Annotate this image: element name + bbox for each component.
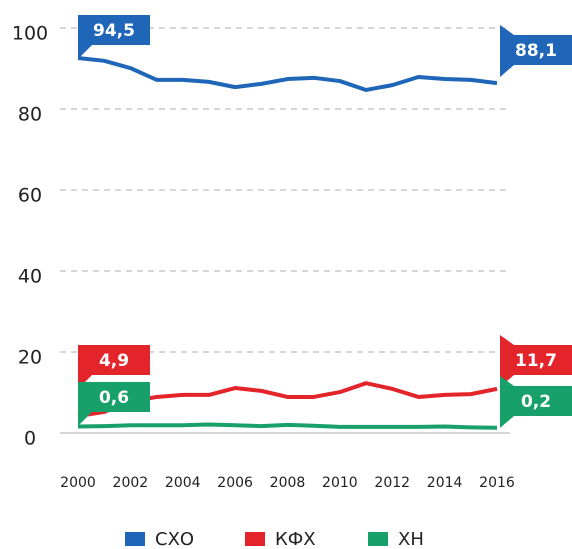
legend-label: КФХ	[275, 529, 316, 549]
x-tick-label: 2012	[374, 475, 410, 491]
y-tick-label: 40	[18, 266, 42, 288]
annotation-box	[500, 335, 572, 387]
y-tick-label: 60	[18, 185, 42, 207]
series-line	[77, 422, 498, 430]
annotation-box	[78, 15, 150, 59]
legend-swatch	[368, 532, 388, 546]
y-tick-label: 0	[24, 428, 36, 450]
annotation-box	[500, 25, 572, 77]
x-tick-label: 2016	[479, 475, 515, 491]
legend-label: ХН	[398, 529, 424, 549]
x-tick-label: 2004	[165, 475, 201, 491]
annotation-box	[500, 376, 572, 428]
legend-swatch	[125, 532, 145, 546]
annotation: 0,6	[99, 388, 129, 408]
annotation: 4,9	[99, 351, 129, 371]
series-line	[77, 55, 498, 92]
x-tick-label: 2010	[322, 475, 358, 491]
legend-swatch	[245, 532, 265, 546]
x-tick-label: 2014	[427, 475, 463, 491]
y-tick-label: 100	[12, 23, 48, 45]
annotation: 88,1	[515, 41, 557, 61]
annotation-box	[78, 345, 150, 389]
annotation: 0,2	[521, 392, 551, 412]
x-tick-label: 2000	[60, 475, 96, 491]
annotation: 11,7	[515, 351, 557, 371]
x-tick-label: 2008	[270, 475, 306, 491]
x-tick-label: 2002	[113, 475, 149, 491]
annotation-box	[78, 382, 150, 426]
y-tick-label: 80	[18, 104, 42, 126]
annotation: 94,5	[93, 21, 135, 41]
y-tick-label: 20	[18, 347, 42, 369]
legend-label: СХО	[155, 529, 194, 549]
x-tick-label: 2006	[217, 475, 253, 491]
